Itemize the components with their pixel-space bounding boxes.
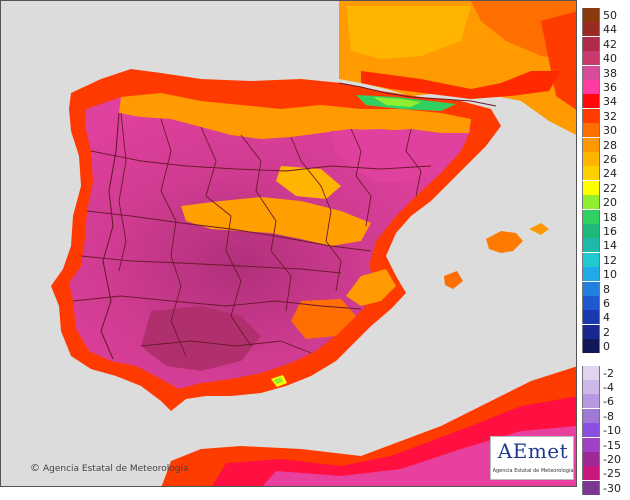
legend-swatch	[582, 324, 600, 339]
copyright-notice: © Agencia Estatal de Meteorología	[30, 463, 189, 474]
legend-label: 34	[603, 95, 617, 109]
legend-swatch	[582, 380, 600, 394]
legend-label: 50	[603, 9, 617, 22]
legend-label: -15	[603, 438, 621, 452]
legend-label: 18	[603, 210, 617, 224]
aemet-logo-tagline: Agencia Estatal de Meteorología	[492, 468, 574, 474]
region-borders	[72, 112, 432, 357]
legend-label: -4	[603, 381, 614, 394]
legend-label: 42	[603, 37, 617, 51]
legend-swatch	[582, 480, 600, 495]
legend-swatch	[582, 452, 600, 466]
legend-swatch	[582, 22, 600, 37]
copyright-text: Agencia Estatal de Meteorología	[43, 464, 189, 474]
legend-swatch	[582, 267, 600, 282]
legend-label: 26	[603, 153, 617, 166]
legend-label: 30	[603, 124, 617, 138]
legend-swatch	[582, 408, 600, 423]
legend-label: 2	[603, 325, 610, 339]
copyright-icon: ©	[30, 463, 40, 474]
legend-label: -30	[603, 481, 621, 495]
legend-swatch	[582, 394, 600, 409]
legend-label: 22	[603, 181, 617, 195]
legend-label: 4	[603, 311, 610, 325]
france-border	[338, 82, 497, 107]
legend-label: 16	[603, 225, 617, 238]
legend-label: 12	[603, 253, 617, 267]
legend-swatch	[582, 339, 600, 354]
legend-label: -10	[603, 424, 621, 438]
legend-swatch	[582, 296, 600, 310]
iberian-peninsula	[51, 69, 501, 411]
legend-swatch	[582, 65, 600, 80]
aemet-logo-wordmark: AEmet	[497, 439, 569, 463]
portugal-border	[100, 112, 120, 360]
legend-label: -20	[603, 453, 621, 466]
legend-swatch	[582, 195, 600, 210]
legend-label: 24	[603, 167, 617, 181]
legend-swatch	[582, 423, 600, 438]
color-legend: 50 44 42 40 38 36 34 32 30 28 26 24 22 20 18 16 14 12 10 8 6…	[582, 8, 630, 500]
legend-swatch	[582, 94, 600, 109]
legend-swatch	[582, 310, 600, 325]
legend-label: 40	[603, 52, 617, 66]
legend-label: 20	[603, 196, 617, 210]
legend-swatch	[582, 180, 600, 195]
legend-label: 10	[603, 268, 617, 282]
legend-label: 28	[603, 138, 617, 152]
legend-label: 36	[603, 81, 617, 94]
legend-swatch	[582, 437, 600, 452]
legend-label: -6	[603, 395, 614, 409]
legend-label: -25	[603, 467, 621, 481]
legend-swatch	[582, 51, 600, 66]
legend-label: 6	[603, 297, 610, 310]
legend-swatch	[582, 123, 600, 138]
legend-swatch	[582, 209, 600, 224]
legend-label: 14	[603, 239, 617, 253]
temperature-map	[0, 0, 577, 487]
legend-swatch	[582, 281, 600, 296]
legend-label: -8	[603, 409, 614, 423]
balearic-islands	[444, 223, 549, 289]
aemet-logo: AEmet Agencia Estatal de Meteorología	[490, 436, 574, 480]
legend-label: 8	[603, 282, 610, 296]
legend-label: -2	[603, 366, 614, 380]
legend-swatch	[582, 224, 600, 238]
legend-swatch	[582, 238, 600, 253]
legend-swatch	[582, 152, 600, 166]
legend-label: 38	[603, 66, 617, 80]
legend-label: 0	[603, 340, 610, 354]
legend-label: 32	[603, 109, 617, 123]
legend-swatch	[582, 252, 600, 267]
legend-swatch	[582, 108, 600, 123]
legend-label: 44	[603, 23, 617, 37]
legend-swatch	[582, 36, 600, 51]
france-landmass	[339, 1, 576, 135]
legend-swatch	[582, 166, 600, 181]
legend-swatch	[582, 80, 600, 94]
legend-swatch	[582, 466, 600, 481]
legend-swatch	[582, 8, 600, 22]
legend-swatch	[582, 137, 600, 152]
legend-swatch	[582, 365, 600, 380]
